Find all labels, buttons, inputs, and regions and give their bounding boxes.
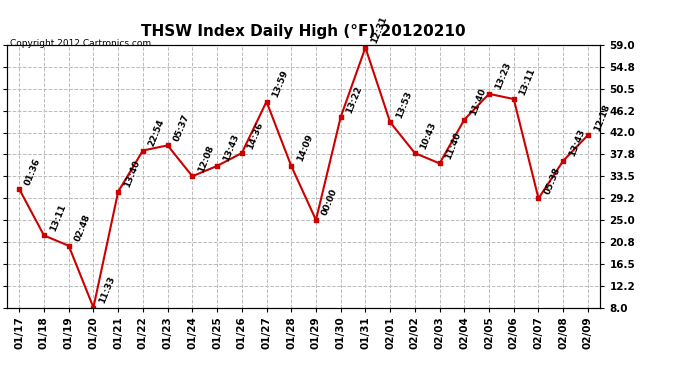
Point [384, 119, 395, 125]
Point [286, 163, 297, 169]
Point [409, 150, 420, 156]
Text: 12:18: 12:18 [592, 102, 611, 132]
Point [310, 217, 322, 223]
Point [187, 173, 198, 179]
Point [434, 160, 445, 166]
Text: 10:43: 10:43 [419, 120, 438, 150]
Text: 14:36: 14:36 [246, 120, 265, 150]
Text: 02:48: 02:48 [73, 213, 92, 243]
Point [137, 147, 148, 153]
Text: 22:54: 22:54 [147, 118, 166, 148]
Text: 13:43: 13:43 [221, 133, 240, 163]
Text: THSW Index Daily High (°F) 20120210: THSW Index Daily High (°F) 20120210 [141, 24, 466, 39]
Text: 14:09: 14:09 [295, 133, 315, 163]
Text: 11:40: 11:40 [444, 131, 463, 160]
Text: 00:00: 00:00 [320, 188, 339, 217]
Point [236, 150, 247, 156]
Text: 13:59: 13:59 [270, 69, 290, 99]
Text: 13:43: 13:43 [567, 128, 586, 158]
Point [582, 132, 593, 138]
Point [162, 142, 173, 148]
Point [39, 232, 50, 238]
Point [63, 243, 75, 249]
Text: 13:22: 13:22 [345, 84, 364, 114]
Text: 12:08: 12:08 [197, 144, 215, 174]
Point [212, 163, 223, 169]
Point [459, 117, 470, 123]
Text: 13:53: 13:53 [394, 90, 413, 119]
Point [509, 96, 520, 102]
Point [558, 158, 569, 164]
Text: 11:33: 11:33 [97, 275, 117, 305]
Text: 05:37: 05:37 [172, 112, 191, 142]
Text: Copyright 2012 Cartronics.com: Copyright 2012 Cartronics.com [10, 39, 152, 48]
Point [112, 189, 124, 195]
Point [484, 91, 495, 97]
Point [261, 99, 272, 105]
Text: 13:11: 13:11 [518, 66, 537, 96]
Text: 12:31: 12:31 [370, 15, 388, 45]
Text: 11:40: 11:40 [469, 87, 488, 117]
Point [14, 186, 25, 192]
Text: 05:38: 05:38 [542, 166, 562, 196]
Point [533, 195, 544, 201]
Point [335, 114, 346, 120]
Text: 13:40: 13:40 [122, 159, 141, 189]
Point [88, 304, 99, 310]
Point [360, 45, 371, 51]
Text: 01:36: 01:36 [23, 156, 43, 186]
Text: 13:11: 13:11 [48, 203, 67, 232]
Text: 13:23: 13:23 [493, 61, 512, 91]
